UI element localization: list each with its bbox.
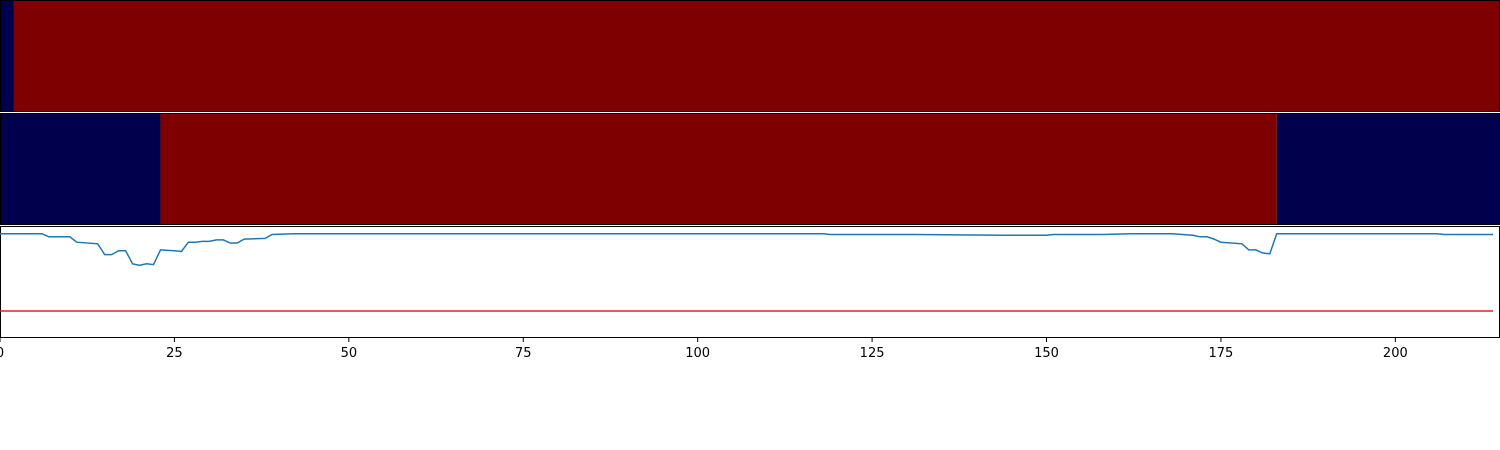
- x-tick-label-125: 125: [860, 346, 885, 361]
- x-tick-label-100: 100: [685, 346, 710, 361]
- line-plot-frame: [0, 226, 1500, 338]
- heatmap-row-2: [0, 113, 1500, 225]
- x-tick-label-50: 50: [341, 346, 358, 361]
- series-line-1: [0, 232, 1493, 267]
- x-tick-label-175: 175: [1209, 346, 1234, 361]
- x-tick-label-25: 25: [166, 346, 183, 361]
- heatmap-row-1-segment-1: [13, 0, 1500, 112]
- x-tick-label-75: 75: [515, 346, 532, 361]
- heatmap-row-2-segment-2: [1276, 113, 1500, 225]
- heatmap-row-1-segment-0: [0, 0, 14, 112]
- x-tick-label-200: 200: [1383, 346, 1408, 361]
- heatmap-row-2-segment-0: [0, 113, 161, 225]
- x-tick-label-150: 150: [1034, 346, 1059, 361]
- heatmap-row-1: [0, 0, 1500, 112]
- x-axis: 0 25 50 75 100 125 150 175 200: [0, 338, 1408, 361]
- heatmap-row-2-segment-1: [160, 113, 1277, 225]
- x-tick-label-0: 0: [0, 346, 4, 361]
- line-plot-area: [0, 226, 1500, 338]
